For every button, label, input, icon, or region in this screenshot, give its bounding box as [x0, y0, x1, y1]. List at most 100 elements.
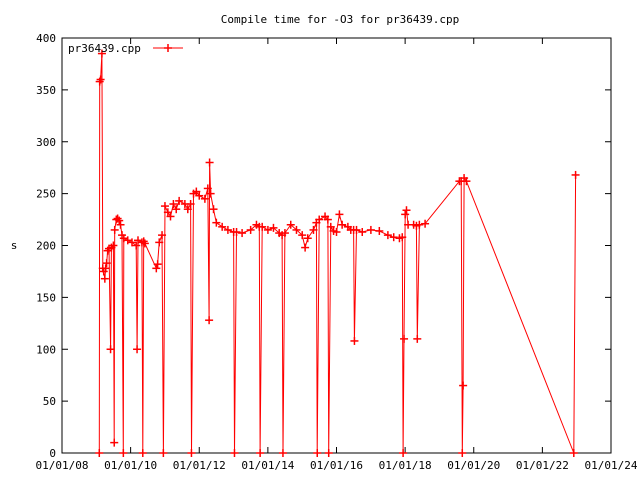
data-point [102, 259, 111, 268]
data-point [163, 208, 172, 217]
y-axis-label: s [11, 239, 18, 252]
data-point [203, 184, 212, 193]
data-point [421, 219, 430, 228]
data-point [301, 243, 310, 252]
data-point [109, 241, 118, 250]
data-point [313, 449, 322, 457]
y-tick-label: 300 [36, 136, 56, 149]
data-point [258, 222, 267, 231]
data-point [206, 189, 215, 198]
x-tick-label: 01/01/16 [310, 459, 363, 472]
data-point [119, 449, 128, 457]
data-point [569, 449, 578, 457]
y-tick-label: 150 [36, 291, 56, 304]
data-point [415, 220, 424, 229]
data-point [335, 210, 344, 219]
data-point [352, 225, 361, 234]
data-point [303, 234, 312, 243]
data-point [155, 238, 164, 247]
x-tick-label: 01/01/18 [379, 459, 432, 472]
data-point [192, 187, 201, 196]
x-tick-label: 01/01/12 [173, 459, 226, 472]
data-point [187, 449, 196, 457]
data-point [401, 210, 410, 219]
data-point [175, 196, 184, 205]
data-point [110, 225, 119, 234]
data-point [338, 220, 347, 229]
y-tick-label: 100 [36, 343, 56, 356]
data-point [402, 206, 411, 215]
data-point [462, 177, 471, 186]
data-point [183, 205, 192, 214]
data-point [323, 215, 332, 224]
series-group [95, 49, 580, 457]
data-point [138, 449, 147, 457]
y-tick-label: 0 [49, 447, 56, 460]
data-point [298, 231, 307, 240]
data-point [398, 233, 407, 242]
data-point [292, 225, 301, 234]
x-tick-label: 01/01/22 [516, 459, 569, 472]
data-point [375, 226, 384, 235]
data-point [358, 228, 367, 237]
chart-title: Compile time for -O3 for pr36439.cpp [221, 13, 459, 26]
data-point [350, 336, 359, 345]
data-point [110, 438, 119, 447]
data-point [459, 381, 468, 390]
y-tick-label: 200 [36, 240, 56, 253]
data-point [158, 231, 167, 240]
data-point [116, 220, 125, 229]
y-tick-label: 250 [36, 188, 56, 201]
x-tick-label: 01/01/24 [585, 459, 638, 472]
y-tick-label: 50 [43, 395, 56, 408]
y-axis: 0 50 100 150 200 250 300 350 400 [36, 32, 611, 460]
x-axis: 01/01/08 01/01/10 01/01/12 01/01/14 01/01/16… [36, 38, 638, 472]
data-point [223, 225, 232, 234]
data-point [95, 449, 104, 457]
data-point [96, 75, 105, 84]
data-point [205, 158, 214, 167]
data-point [166, 212, 175, 221]
data-point [366, 225, 375, 234]
data-point [97, 49, 106, 58]
data-point [209, 205, 218, 214]
data-point [238, 229, 247, 238]
data-point [315, 215, 324, 224]
data-point [400, 334, 409, 343]
data-point [153, 260, 162, 269]
data-point [132, 241, 141, 250]
legend-label: pr36439.cpp [68, 42, 141, 55]
data-point [140, 239, 149, 248]
data-point [278, 449, 287, 457]
data-point [205, 316, 214, 325]
data-point [101, 264, 110, 273]
data-point [571, 170, 580, 179]
data-point [389, 233, 398, 242]
legend: pr36439.cpp [68, 42, 183, 55]
data-point [332, 228, 341, 237]
data-point [326, 222, 335, 231]
x-tick-label: 01/01/08 [36, 459, 89, 472]
data-point [186, 200, 195, 208]
data-point [324, 449, 333, 457]
data-point [169, 200, 178, 208]
data-point [246, 225, 255, 234]
data-point [309, 225, 318, 234]
data-point [230, 449, 239, 457]
data-point [263, 225, 272, 234]
x-tick-label: 01/01/10 [104, 459, 157, 472]
data-point [458, 449, 467, 457]
data-point [172, 205, 181, 214]
data-point [127, 238, 136, 247]
data-point [232, 228, 241, 237]
data-point [256, 449, 265, 457]
data-point [160, 202, 169, 211]
data-point [195, 191, 204, 200]
data-point [200, 194, 209, 203]
data-point [280, 229, 289, 238]
data-point [383, 231, 392, 240]
data-point [413, 334, 422, 343]
series-line [98, 53, 577, 454]
data-point [286, 220, 295, 229]
